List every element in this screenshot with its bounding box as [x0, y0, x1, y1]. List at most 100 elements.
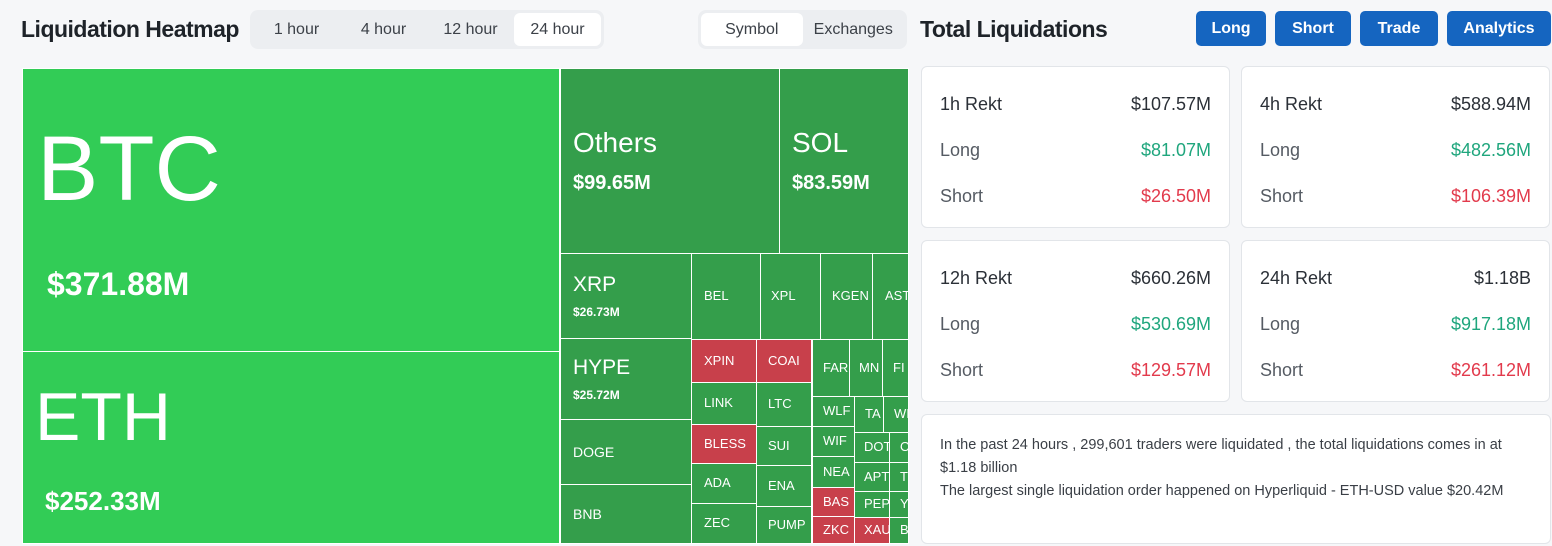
treemap-tile[interactable]: LINK	[691, 382, 757, 425]
card-row: Long $530.69M	[940, 301, 1211, 347]
treemap-tile[interactable]: WIF	[812, 426, 855, 457]
card-header: 24h Rekt $1.18B	[1260, 255, 1531, 301]
note-card: In the past 24 hours , 299,601 traders w…	[921, 414, 1551, 544]
tile-value: $26.73M	[573, 305, 620, 320]
card-row: Short $106.39M	[1260, 173, 1531, 219]
treemap-tile[interactable]: BEL	[691, 253, 761, 340]
card-row: Short $26.50M	[940, 173, 1211, 219]
tile-value: $371.88M	[47, 266, 190, 303]
time-tab[interactable]: 24 hour	[514, 13, 601, 46]
treemap-tile[interactable]: ADA	[691, 463, 757, 504]
row-label: Long	[1260, 313, 1301, 334]
rekt-card: 24h Rekt $1.18B Long $917.18M Short $261.12M	[1241, 240, 1550, 402]
tile-symbol: XPL	[771, 288, 796, 304]
treemap-tile[interactable]: XPL	[760, 253, 821, 340]
button[interactable]: Long	[1196, 11, 1266, 46]
row-label: Long	[940, 313, 981, 334]
card-row: Short $129.57M	[940, 347, 1211, 393]
treemap-tile[interactable]: XPIN	[691, 339, 757, 383]
treemap-tile[interactable]: ENA	[756, 465, 812, 507]
tile-symbol: Others	[573, 127, 658, 159]
treemap-tile[interactable]: MN	[849, 339, 883, 397]
treemap-tile[interactable]: PUMP	[756, 506, 812, 544]
treemap-tile[interactable]: SUI	[756, 426, 812, 466]
rekt-card: 4h Rekt $588.94M Long $482.56M Short $106.39M	[1241, 66, 1550, 228]
tile-symbol: DOGE	[573, 443, 615, 460]
treemap-tile[interactable]: XRP $26.73M	[560, 253, 692, 339]
row-value: $917.18M	[1450, 313, 1531, 334]
card-title: 1h Rekt	[940, 93, 1003, 114]
note-line: The largest single liquidation order hap…	[940, 483, 1504, 499]
treemap-tile[interactable]: BNB	[560, 484, 692, 544]
treemap-tile[interactable]: Y	[889, 491, 909, 518]
row-label: Long	[940, 139, 981, 160]
treemap-tile[interactable]: BTC $371.88M	[22, 68, 560, 352]
treemap-tile[interactable]: FI	[882, 339, 909, 397]
row-value: $261.12M	[1450, 359, 1531, 380]
treemap-tile[interactable]: Others $99.65M	[560, 68, 780, 254]
tile-symbol: NEA	[823, 463, 850, 479]
treemap-tile[interactable]: LTC	[756, 382, 812, 427]
button[interactable]: Short	[1275, 11, 1351, 46]
treemap-tile[interactable]: ZKC	[812, 516, 855, 544]
treemap-tile[interactable]: DOGE	[560, 419, 692, 485]
tile-symbol: WI	[894, 406, 909, 422]
tile-symbol: BEL	[704, 288, 729, 304]
treemap-tile[interactable]: BAS	[812, 487, 855, 517]
rekt-card: 12h Rekt $660.26M Long $530.69M Short $129.57…	[921, 240, 1230, 402]
card-header: 4h Rekt $588.94M	[1260, 81, 1531, 127]
tile-symbol: ADA	[704, 475, 731, 491]
button[interactable]: Analytics	[1447, 11, 1551, 46]
tile-symbol: MN	[859, 359, 880, 375]
rekt-card: 1h Rekt $107.57M Long $81.07M Short $26.50M	[921, 66, 1230, 228]
treemap-tile[interactable]: B	[889, 517, 909, 544]
card-title: 24h Rekt	[1260, 267, 1333, 288]
treemap-tile[interactable]: BLESS	[691, 424, 757, 464]
view-tab[interactable]: Exchanges	[813, 20, 893, 38]
card-row: Long $81.07M	[940, 127, 1211, 173]
treemap-tile[interactable]: DOT	[854, 432, 890, 463]
treemap-tile[interactable]: XAU	[854, 517, 890, 544]
view-tabs: Symbol Exchanges	[698, 10, 907, 49]
row-value: $482.56M	[1450, 139, 1531, 160]
treemap-tile[interactable]: APT	[854, 462, 890, 492]
button[interactable]: Trade	[1360, 11, 1438, 46]
tile-symbol: T	[900, 468, 908, 484]
treemap-tile[interactable]: FAR	[812, 339, 850, 397]
tile-symbol: XAU	[864, 522, 890, 538]
treemap-tile[interactable]: HYPE $25.72M	[560, 338, 692, 420]
card-total: $660.26M	[1130, 267, 1211, 288]
time-tab[interactable]: 4 hour	[360, 20, 407, 38]
tile-symbol: XPIN	[704, 352, 735, 368]
card-total: $588.94M	[1450, 93, 1531, 114]
treemap-tile[interactable]: WLF	[812, 396, 855, 427]
time-tab[interactable]: 1 hour	[273, 20, 320, 38]
treemap-tile[interactable]: WI	[883, 396, 909, 433]
time-tab[interactable]: 12 hour	[443, 20, 498, 38]
row-value: $81.07M	[1140, 139, 1211, 160]
card-total: $107.57M	[1130, 93, 1211, 114]
card-header: 12h Rekt $660.26M	[940, 255, 1211, 301]
card-row: Short $261.12M	[1260, 347, 1531, 393]
row-label: Short	[1260, 359, 1304, 380]
treemap-tile[interactable]: TA	[854, 396, 884, 433]
tile-symbol: DOT	[864, 439, 890, 455]
treemap-tile[interactable]: NEA	[812, 456, 855, 488]
treemap-tile[interactable]: O	[889, 432, 909, 463]
treemap-tile[interactable]: AST	[872, 253, 909, 340]
treemap-tile[interactable]: PEP	[854, 491, 890, 518]
row-value: $106.39M	[1450, 185, 1531, 206]
view-tab[interactable]: Symbol	[701, 13, 803, 46]
treemap-tile[interactable]: SOL $83.59M	[779, 68, 909, 254]
card-row: Long $917.18M	[1260, 301, 1531, 347]
time-tabs: 1 hour 4 hour 12 hour 24 hour	[250, 10, 604, 49]
treemap-tile[interactable]: ZEC	[691, 503, 757, 544]
treemap-tile[interactable]: T	[889, 462, 909, 492]
treemap-tile[interactable]: KGEN	[820, 253, 873, 340]
tile-symbol: SUI	[768, 437, 790, 453]
treemap-tile[interactable]: COAI	[756, 339, 812, 383]
treemap-tile[interactable]: ETH $252.33M	[22, 351, 560, 544]
tile-symbol: LINK	[704, 395, 733, 411]
row-label: Long	[1260, 139, 1301, 160]
tile-symbol: ENA	[768, 477, 795, 493]
